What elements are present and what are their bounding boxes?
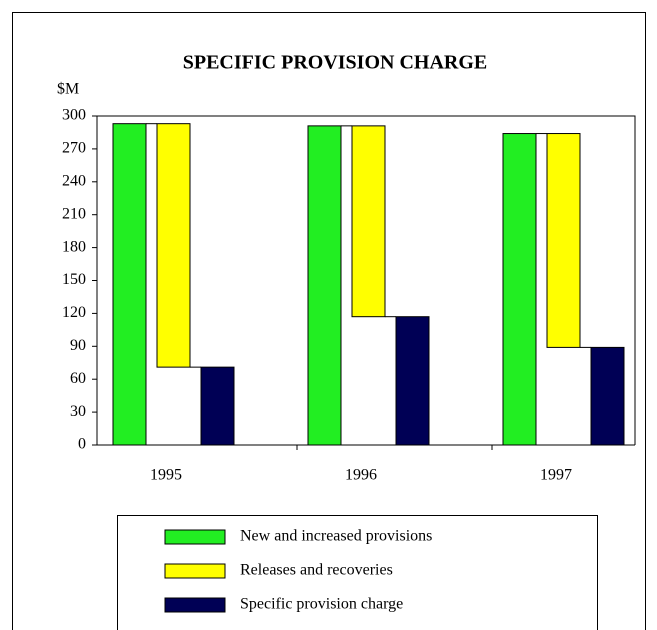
- y-tick-label: 300: [62, 107, 86, 124]
- legend-swatch: [164, 597, 226, 613]
- x-tick-label: 1995: [150, 467, 182, 484]
- bar: [395, 316, 430, 446]
- bar: [200, 366, 235, 446]
- legend-swatch: [164, 529, 226, 545]
- y-tick-label: 60: [70, 370, 86, 387]
- bar: [351, 125, 386, 318]
- legend-swatch: [164, 563, 226, 579]
- y-tick-label: 270: [62, 140, 86, 157]
- y-tick-label: 120: [62, 304, 86, 321]
- y-tick-label: 0: [78, 436, 86, 453]
- legend-label: Releases and recoveries: [240, 562, 393, 579]
- x-tick-label: 1996: [345, 467, 377, 484]
- bar: [590, 346, 625, 446]
- plot-border: [97, 115, 636, 445]
- y-tick-label: 240: [62, 172, 86, 189]
- chart-title: SPECIFIC PROVISION CHARGE: [183, 52, 487, 74]
- bar: [307, 125, 342, 446]
- y-axis-label: $M: [57, 81, 79, 98]
- y-tick-label: 150: [62, 271, 86, 288]
- y-tick-label: 30: [70, 403, 86, 420]
- legend-label: New and increased provisions: [240, 528, 432, 545]
- bar: [156, 123, 191, 368]
- legend-label: Specific provision charge: [240, 596, 403, 613]
- bar: [546, 133, 581, 348]
- bar: [112, 123, 147, 446]
- y-tick-label: 90: [70, 337, 86, 354]
- frame: [12, 12, 646, 630]
- x-tick-label: 1997: [540, 467, 572, 484]
- y-tick-label: 210: [62, 205, 86, 222]
- bar: [502, 133, 537, 446]
- y-tick-label: 180: [62, 238, 86, 255]
